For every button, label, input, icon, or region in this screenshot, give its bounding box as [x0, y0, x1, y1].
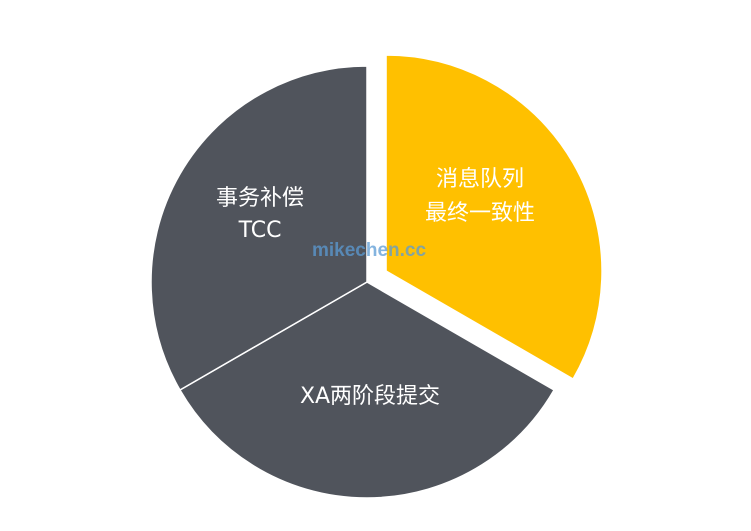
watermark: mikechen.cc [312, 240, 427, 261]
label-line: 事务补偿 [215, 186, 304, 211]
pie-slice-2 [150, 65, 368, 392]
slice-label-mq: 消息队列 最终一致性 [405, 163, 555, 231]
label-line: TCC [238, 218, 282, 243]
pie-slice-1 [178, 281, 556, 499]
slice-label-tcc: 事务补偿 TCC [200, 183, 320, 247]
label-line: 消息队列 [435, 167, 524, 192]
pie-slice-0 [385, 54, 603, 381]
label-line: 最终一致性 [424, 201, 535, 226]
label-line: XA两阶段提交 [299, 384, 441, 409]
slice-label-xa: XA两阶段提交 [270, 380, 470, 414]
